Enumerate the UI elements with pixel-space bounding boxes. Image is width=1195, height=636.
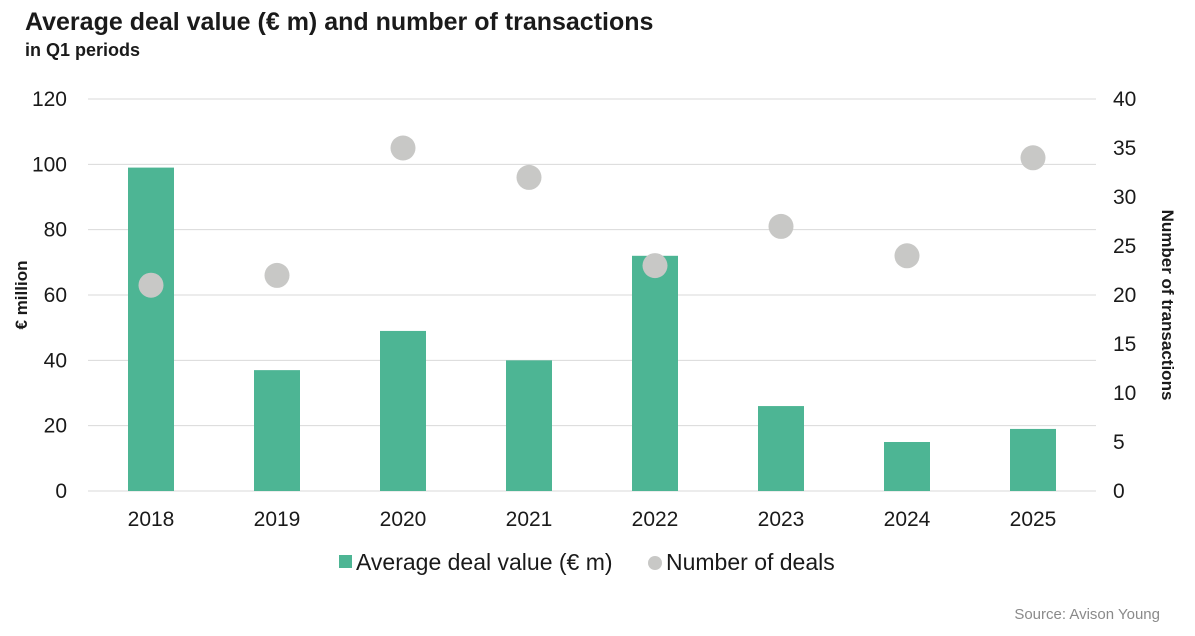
- x-tick-label: 2024: [884, 508, 931, 531]
- y2-tick-label: 20: [1113, 284, 1136, 307]
- data-point: [264, 262, 290, 288]
- scatter-series: [138, 135, 1046, 298]
- bar: [128, 167, 174, 491]
- y2-tick-label: 25: [1113, 235, 1136, 258]
- y-tick-label: 100: [32, 153, 67, 176]
- legend-label-point: Number of deals: [666, 549, 835, 575]
- chart-subtitle: in Q1 periods: [25, 40, 141, 60]
- y2-tick-label: 35: [1113, 137, 1136, 160]
- right-axis-ticks: 0 5 10 15 20 25 30 35 40: [1113, 88, 1136, 503]
- y-tick-label: 20: [44, 415, 67, 438]
- gridlines: [88, 98, 1096, 492]
- x-tick-label: 2021: [506, 508, 553, 531]
- y-tick-label: 0: [55, 480, 67, 503]
- y2-tick-label: 10: [1113, 382, 1136, 405]
- legend-swatch-point: [648, 556, 662, 570]
- data-point: [894, 243, 920, 269]
- data-point: [516, 164, 542, 190]
- data-point: [1020, 145, 1046, 171]
- y-tick-label: 120: [32, 88, 67, 111]
- bar: [1010, 428, 1056, 491]
- legend-label-bar: Average deal value (€ m): [356, 549, 613, 575]
- source-note: Source: Avison Young: [1014, 606, 1160, 623]
- bar-series: [128, 167, 1056, 491]
- y2-tick-label: 15: [1113, 333, 1136, 356]
- bar: [884, 442, 930, 491]
- x-tick-label: 2018: [128, 508, 175, 531]
- data-point: [768, 213, 794, 239]
- bar: [758, 406, 804, 491]
- bar: [632, 255, 678, 491]
- bar: [506, 360, 552, 491]
- y2-tick-label: 0: [1113, 480, 1125, 503]
- y2-tick-label: 5: [1113, 431, 1125, 454]
- x-tick-label: 2019: [254, 508, 301, 531]
- y2-tick-label: 30: [1113, 186, 1136, 209]
- y-tick-label: 80: [44, 219, 67, 242]
- y2-axis-title: Number of transactions: [1158, 210, 1177, 401]
- legend-swatch-bar: [339, 555, 352, 568]
- legend: Average deal value (€ m) Number of deals: [339, 549, 835, 575]
- chart-title: Average deal value (€ m) and number of t…: [25, 8, 654, 36]
- bar: [380, 330, 426, 491]
- x-tick-label: 2022: [632, 508, 679, 531]
- x-tick-label: 2025: [1010, 508, 1057, 531]
- y-tick-label: 60: [44, 284, 67, 307]
- x-tick-label: 2020: [380, 508, 427, 531]
- y-axis-title: € million: [12, 261, 31, 330]
- data-point: [138, 272, 164, 298]
- x-tick-label: 2023: [758, 508, 805, 531]
- data-point: [642, 253, 668, 279]
- x-axis-ticks: 2018 2019 2020 2021 2022 2023 2024 2025: [128, 508, 1057, 531]
- y-tick-label: 40: [44, 349, 67, 372]
- bar: [254, 370, 300, 491]
- data-point: [390, 135, 416, 161]
- y2-tick-label: 40: [1113, 88, 1136, 111]
- left-axis-ticks: 0 20 40 60 80 100 120: [32, 88, 67, 503]
